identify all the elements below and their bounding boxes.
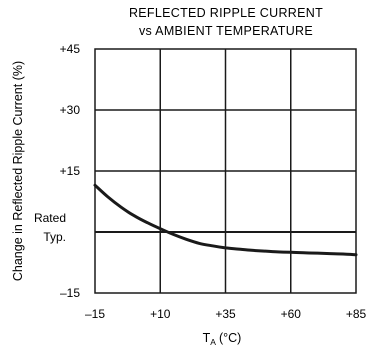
chart-title: REFLECTED RIPPLE CURRENT <box>129 6 323 20</box>
y-tick-label: –15 <box>60 286 80 300</box>
x-tick-labels: –15 +10 +35 +60 +85 <box>85 307 367 321</box>
chart-subtitle: vs AMBIENT TEMPERATURE <box>139 24 313 38</box>
x-tick-label: +85 <box>346 307 367 321</box>
y-tick-label: +30 <box>60 103 81 117</box>
x-tick-label: +60 <box>281 307 302 321</box>
x-tick-label: –15 <box>85 307 105 321</box>
y-tick-label: +45 <box>60 42 81 56</box>
x-tick-label: +35 <box>215 307 236 321</box>
plot-frame <box>94 48 357 294</box>
series-line <box>93 183 358 257</box>
x-axis-label: TA (°C) <box>203 331 242 347</box>
grid-lines <box>95 49 356 293</box>
y-axis-label: Change in Reflected Ripple Current (%) <box>11 61 25 281</box>
x-tick-label: +10 <box>150 307 171 321</box>
rated-label: Rated <box>34 211 66 225</box>
x-axis-label-subscript: A <box>210 337 216 347</box>
x-axis-label-main: T <box>203 331 211 345</box>
x-axis-label-unit: (°C) <box>219 331 241 345</box>
typ-label: Typ. <box>43 230 66 244</box>
y-tick-label: +15 <box>60 164 81 178</box>
y-tick-labels: –15 +15 +30 +45 <box>60 42 81 300</box>
